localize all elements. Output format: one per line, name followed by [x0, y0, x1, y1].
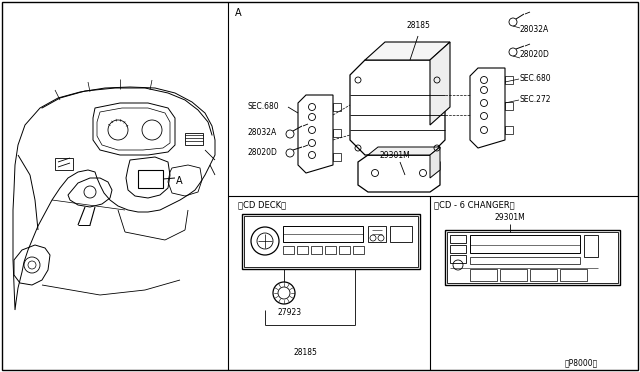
Polygon shape	[368, 147, 440, 155]
Text: A: A	[235, 8, 242, 18]
Bar	[283, 226, 363, 242]
Text: 28185: 28185	[406, 21, 430, 30]
Bar	[447, 232, 618, 283]
Bar	[445, 230, 620, 285]
Text: SEC.272: SEC.272	[520, 95, 552, 104]
Bar	[530, 269, 557, 281]
Polygon shape	[430, 42, 450, 125]
Bar	[560, 269, 587, 281]
Bar	[138, 170, 163, 188]
Bar	[339, 246, 350, 254]
Text: 28032A: 28032A	[520, 25, 549, 34]
Bar	[55, 158, 73, 170]
Bar	[584, 235, 598, 257]
Bar	[368, 226, 386, 242]
Polygon shape	[430, 147, 440, 178]
Bar	[470, 269, 497, 281]
Bar	[450, 245, 466, 253]
Bar	[185, 133, 203, 145]
Bar	[450, 255, 466, 263]
Bar	[325, 246, 336, 254]
Text: 29301M: 29301M	[495, 213, 525, 222]
Bar	[390, 226, 412, 242]
Bar	[311, 246, 322, 254]
Text: 28020D: 28020D	[520, 50, 550, 59]
Text: A: A	[176, 176, 182, 186]
Text: 〈CD - 6 CHANGER〉: 〈CD - 6 CHANGER〉	[434, 200, 515, 209]
Text: 27923: 27923	[278, 308, 302, 317]
Polygon shape	[365, 42, 450, 60]
Bar	[297, 246, 308, 254]
Text: 29301M: 29301M	[380, 151, 410, 160]
Bar	[244, 216, 418, 267]
Bar	[283, 246, 294, 254]
Text: 〈CD DECK〉: 〈CD DECK〉	[238, 200, 286, 209]
Text: 28032A: 28032A	[248, 128, 277, 137]
Bar	[450, 235, 466, 243]
Text: 28185: 28185	[293, 348, 317, 357]
Bar	[242, 214, 420, 269]
Text: 〈P8000〉: 〈P8000〉	[565, 358, 598, 367]
Text: SEC.680: SEC.680	[248, 102, 280, 111]
Text: 28020D: 28020D	[248, 148, 278, 157]
Bar	[470, 257, 580, 264]
Bar	[353, 246, 364, 254]
Text: SEC.680: SEC.680	[520, 74, 552, 83]
Bar	[470, 235, 580, 253]
Bar	[500, 269, 527, 281]
